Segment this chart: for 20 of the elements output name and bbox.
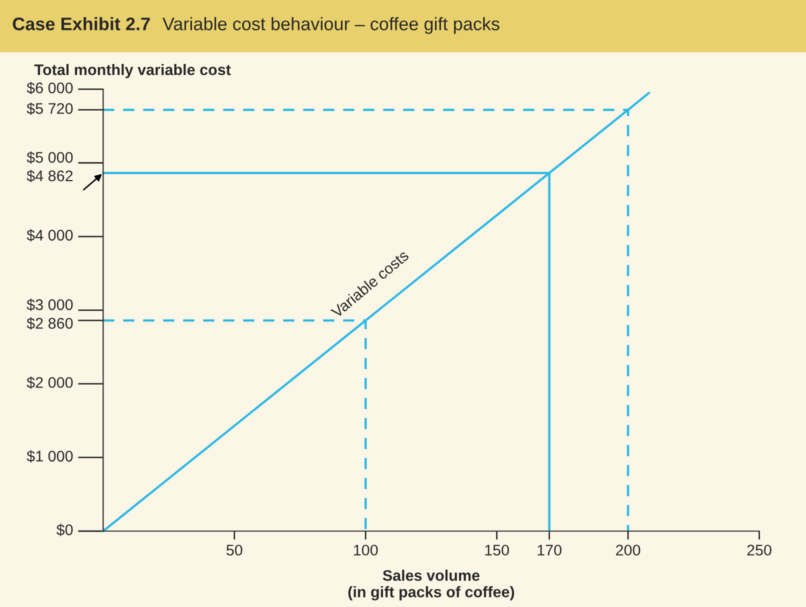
x-tick-label: 170 — [538, 544, 562, 556]
y-tick-label: $3 000 — [26, 298, 73, 312]
chart-subtitle: Variable cost behaviour – coffee gift packs — [162, 17, 500, 34]
x-tick-label: 150 — [485, 544, 509, 556]
y-tick-label: $2 000 — [26, 376, 73, 389]
y-tick-label: $6 000 — [26, 82, 73, 94]
x-tick-label: 200 — [616, 544, 640, 556]
x-tick-label: 250 — [747, 544, 772, 556]
y-tick-label: $5 720 — [26, 102, 73, 115]
x-tick-label: 100 — [354, 544, 378, 556]
y-tick-label: $5 000 — [26, 151, 73, 164]
y-tick-label: $1 000 — [26, 450, 73, 462]
chart-title: Case Exhibit 2.7 — [12, 17, 150, 30]
y-tick-label: $4 000 — [26, 229, 73, 242]
y-axis-title: Total monthly variable cost — [34, 64, 231, 78]
y-tick-label: $0 — [56, 524, 73, 536]
x-axis-title: Sales volume (in gift packs of coffee) — [348, 570, 514, 600]
y-tick-label: $4 862 — [26, 170, 73, 182]
y-tick-label: $2 860 — [26, 317, 73, 330]
x-tick-label: 50 — [226, 544, 242, 556]
